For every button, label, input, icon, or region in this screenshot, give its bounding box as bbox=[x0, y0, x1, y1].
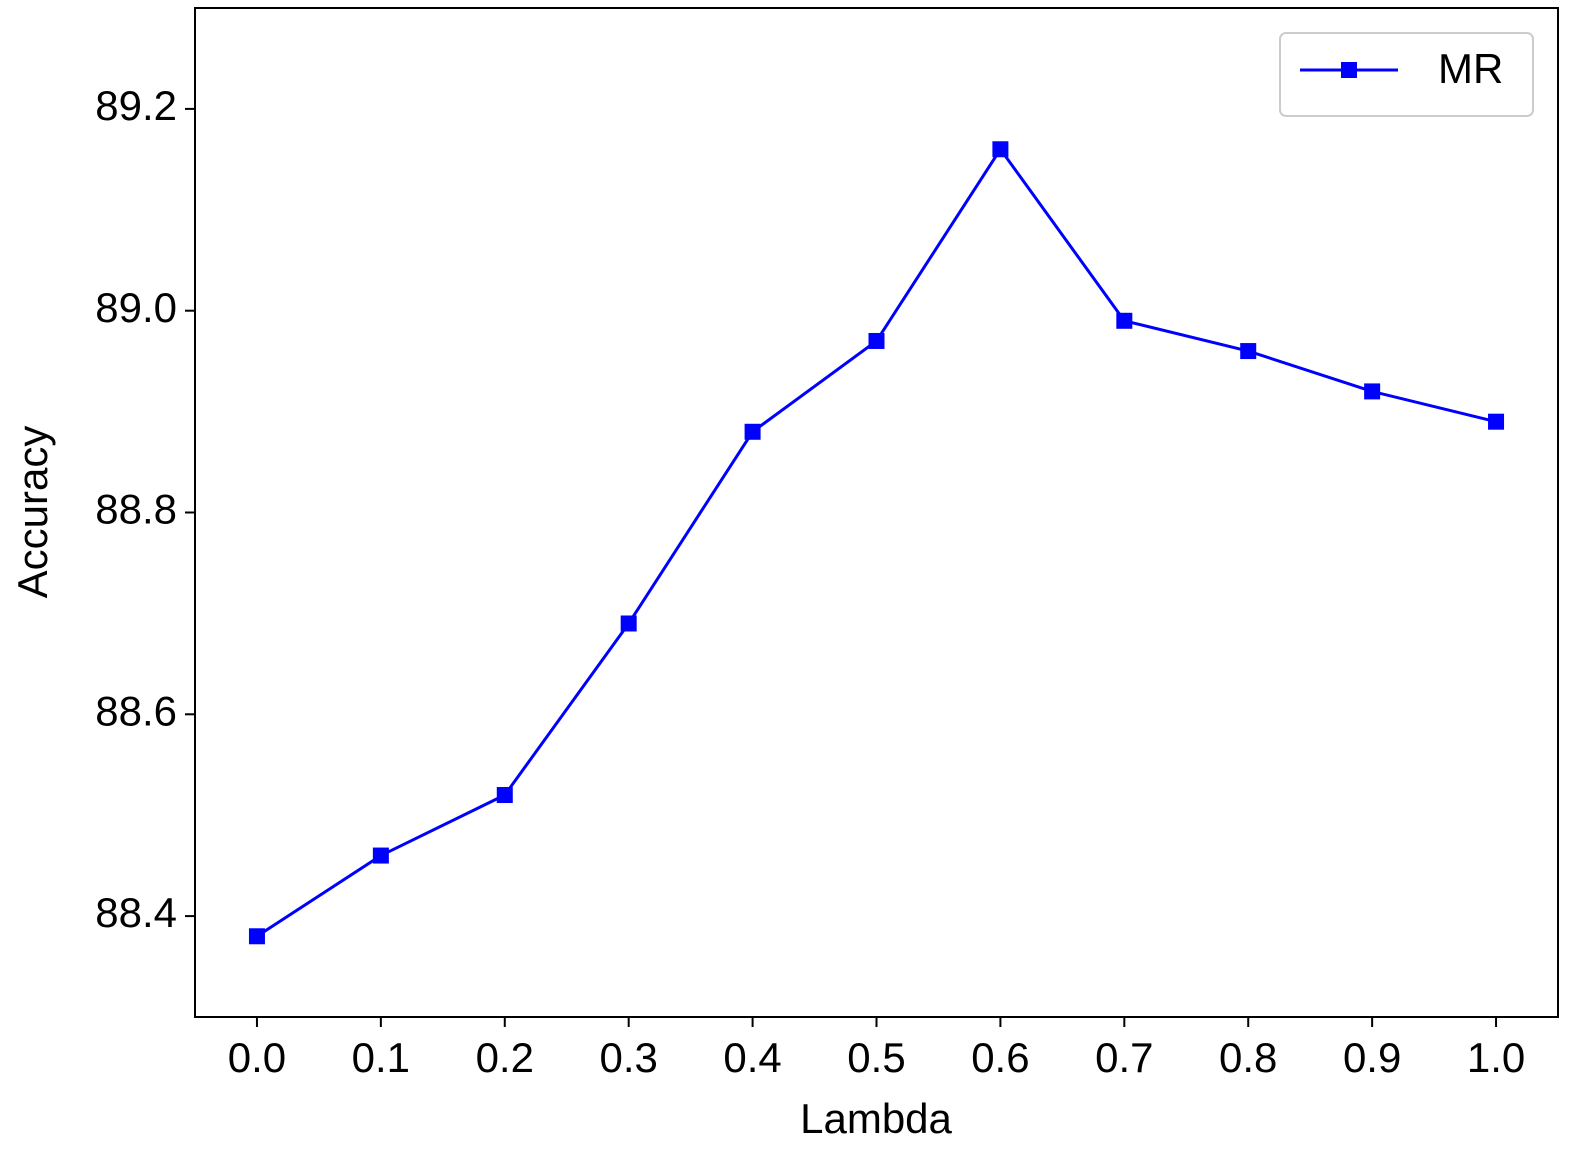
marker bbox=[1364, 383, 1381, 400]
x-tick-label: 0.5 bbox=[847, 1034, 905, 1081]
legend-label: MR bbox=[1438, 45, 1503, 92]
marker bbox=[496, 787, 513, 804]
marker bbox=[1116, 312, 1133, 329]
x-tick-label: 1.0 bbox=[1467, 1034, 1525, 1081]
y-axis-label: Accuracy bbox=[9, 426, 56, 599]
x-tick-label: 0.7 bbox=[1095, 1034, 1153, 1081]
marker bbox=[372, 847, 389, 864]
x-tick-label: 0.3 bbox=[599, 1034, 657, 1081]
legend-marker bbox=[1341, 62, 1357, 78]
marker bbox=[248, 928, 265, 945]
x-tick-label: 0.6 bbox=[971, 1034, 1029, 1081]
x-tick-label: 0.2 bbox=[476, 1034, 534, 1081]
legend-box bbox=[1279, 32, 1534, 117]
y-tick-label: 88.8 bbox=[95, 486, 177, 533]
x-tick-label: 0.1 bbox=[352, 1034, 410, 1081]
x-axis-label: Lambda bbox=[800, 1095, 952, 1142]
x-tick-label: 0.0 bbox=[228, 1034, 286, 1081]
marker bbox=[992, 141, 1009, 158]
y-tick-label: 88.4 bbox=[95, 889, 177, 936]
marker bbox=[1240, 343, 1257, 360]
marker bbox=[744, 423, 761, 440]
y-tick-label: 89.0 bbox=[95, 284, 177, 331]
x-tick-label: 0.9 bbox=[1343, 1034, 1401, 1081]
y-tick-label: 89.2 bbox=[95, 82, 177, 129]
x-tick-label: 0.8 bbox=[1219, 1034, 1277, 1081]
marker bbox=[868, 332, 885, 349]
y-tick-label: 88.6 bbox=[95, 687, 177, 734]
marker bbox=[620, 615, 637, 632]
series-line bbox=[256, 146, 1497, 938]
marker bbox=[1488, 413, 1505, 430]
plot-frame bbox=[194, 7, 1559, 1018]
x-tick-label: 0.4 bbox=[723, 1034, 781, 1081]
